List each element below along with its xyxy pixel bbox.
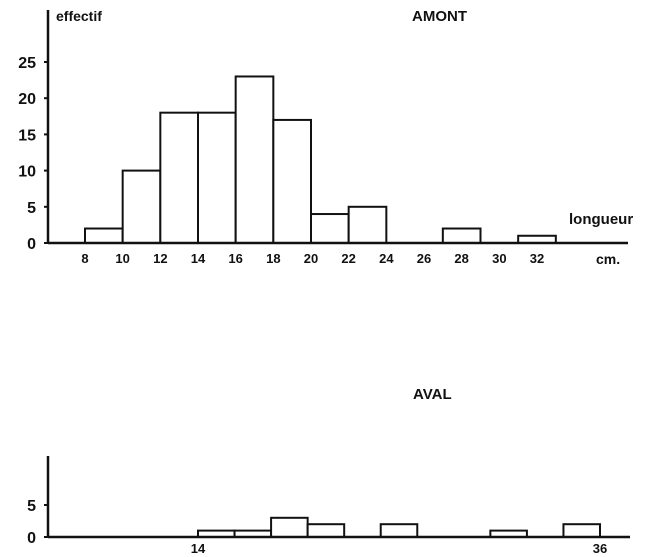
amont-xtick-2: 12	[153, 251, 167, 266]
amont-bar-8	[441, 227, 482, 245]
aval-title: AVAL	[413, 386, 452, 403]
amont-ytick-5: 25	[18, 55, 36, 72]
amont-ytick-4: 20	[18, 91, 36, 108]
aval-ytick-0: 0	[27, 530, 36, 547]
aval-xtick-0: 14	[191, 541, 206, 556]
aval-tick-labels: 0 5 14 36	[27, 498, 607, 556]
amont-bar-7	[347, 205, 388, 245]
aval-histogram: AVAL 0 5 14 36	[27, 386, 630, 556]
aval-xtick-1: 36	[593, 541, 607, 556]
amont-xtick-0: 8	[81, 251, 88, 266]
aval-bar-3	[306, 523, 346, 539]
aval-bars	[197, 516, 601, 539]
aval-bar-6	[562, 523, 601, 539]
amont-ylabel: effectif	[56, 8, 102, 24]
amont-xtick-3: 14	[191, 251, 206, 266]
amont-bars	[84, 75, 557, 245]
amont-xtick-9: 26	[417, 251, 431, 266]
amont-bar-6	[310, 213, 350, 244]
amont-xtick-12: 32	[530, 251, 544, 266]
amont-axes	[44, 10, 628, 245]
amont-xtick-11: 30	[492, 251, 506, 266]
amont-bar-1	[121, 169, 162, 245]
amont-xtick-8: 24	[379, 251, 394, 266]
amont-title: AMONT	[412, 8, 467, 25]
amont-ytick-3: 15	[18, 127, 36, 144]
amont-bar-2	[159, 111, 199, 245]
amont-xunit: cm.	[596, 251, 620, 267]
amont-bar-0	[84, 227, 124, 245]
amont-bar-4	[234, 75, 275, 245]
aval-bar-2	[270, 516, 309, 538]
amont-bar-3	[197, 111, 237, 245]
amont-xtick-5: 18	[266, 251, 280, 266]
amont-histogram: effectif AMONT longueur cm. 0 5 10 15 20 25 8 1…	[18, 8, 633, 267]
amont-xtick-6: 20	[304, 251, 318, 266]
amont-ytick-1: 5	[27, 200, 36, 217]
amont-xtick-1: 10	[115, 251, 129, 266]
amont-ytick-0: 0	[27, 236, 36, 253]
amont-xtick-7: 22	[341, 251, 355, 266]
aval-bar-4	[379, 523, 419, 539]
amont-tick-labels: 0 5 10 15 20 25 8 10 12 14 16 18 20 22 24 26 28 30 32	[18, 55, 544, 266]
aval-ytick-1: 5	[27, 498, 36, 515]
amont-ytick-2: 10	[18, 164, 36, 181]
amont-xlabel: longueur	[569, 211, 633, 228]
amont-xtick-10: 28	[454, 251, 468, 266]
amont-bar-5	[272, 118, 313, 244]
amont-xtick-4: 16	[228, 251, 242, 266]
aval-axes	[44, 456, 630, 539]
